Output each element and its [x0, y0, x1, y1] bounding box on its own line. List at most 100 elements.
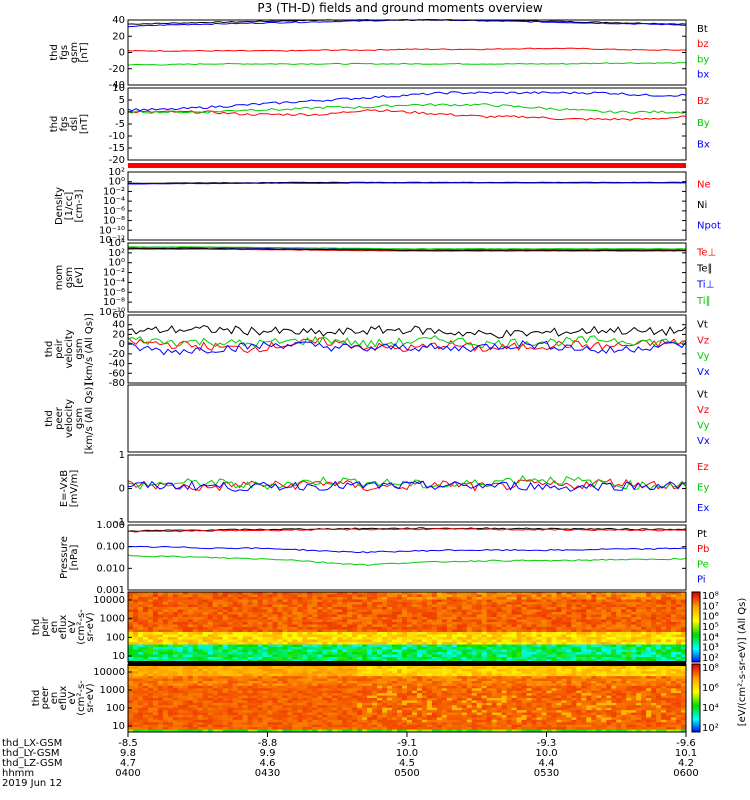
spectrogram-cell [257, 690, 263, 694]
spectrogram-cell [172, 695, 179, 699]
spectrogram-cell [152, 702, 159, 706]
spectrogram-cell [197, 644, 204, 648]
spectrogram-cell [491, 639, 498, 643]
spectrogram-cell [182, 719, 189, 723]
spectrogram-cell [287, 629, 293, 633]
spectrogram-cell [152, 715, 159, 718]
spectrogram-cell [521, 619, 527, 623]
spectrogram-cell [621, 599, 627, 603]
spectrogram-cell [372, 683, 378, 687]
spectrogram-cell [621, 592, 627, 595]
spectrogram-cell [397, 668, 403, 672]
spectrogram-cell [397, 652, 403, 655]
spectrogram-cell [352, 629, 358, 633]
spectrogram-cell [317, 671, 323, 675]
spectrogram-cell [167, 683, 174, 687]
spectrogram-cell [616, 619, 622, 623]
spectrogram-cell [431, 632, 438, 635]
spectrogram-cell [227, 634, 234, 638]
spectrogram-cell [571, 617, 577, 620]
spectrogram-cell [217, 715, 224, 718]
spectrogram-cell [197, 599, 204, 603]
spectrogram-cell [441, 612, 448, 615]
spectrogram-cell [347, 724, 353, 728]
spectrogram-cell [516, 637, 522, 640]
spectrogram-cell [177, 695, 184, 699]
spectrogram-cell [322, 607, 328, 610]
spectrogram-cell [207, 647, 214, 650]
spectrogram-cell [397, 722, 403, 726]
spectrogram-cell [671, 654, 677, 658]
spectrogram-cell [252, 678, 258, 682]
spectrogram-cell [292, 688, 298, 692]
spectrogram-cell [207, 719, 214, 723]
spectrogram-cell [217, 642, 224, 645]
spectrogram-cell [421, 614, 428, 618]
spectrogram-cell [426, 644, 433, 648]
spectrogram-cell [636, 629, 642, 633]
spectrogram-cell [347, 695, 353, 699]
spectrogram-cell [187, 724, 194, 728]
spectrogram-cell [312, 604, 318, 608]
spectrogram-cell [182, 602, 189, 605]
spectrogram-cell [342, 609, 348, 613]
spectrogram-cell [397, 617, 403, 620]
spectrogram-cell [147, 717, 154, 721]
y-tick-label: 10⁻¹⁰ [99, 307, 125, 318]
colorbar-swatch [692, 655, 700, 658]
spectrogram-cell [471, 597, 478, 600]
spectrogram-cell [531, 624, 537, 628]
spectrogram-cell [277, 652, 283, 655]
spectrogram-cell [377, 649, 383, 653]
spectrogram-cell [172, 671, 179, 675]
spectrogram-cell [411, 654, 418, 658]
spectrogram-cell [327, 700, 333, 704]
spectrogram-cell [197, 727, 204, 730]
spectrogram-cell [392, 629, 398, 633]
spectrogram-cell [177, 702, 184, 706]
spectrogram-cell [511, 637, 517, 640]
spectrogram-cell [397, 659, 403, 663]
spectrogram-cell [182, 604, 189, 608]
spectrogram-cell [277, 632, 283, 635]
spectrogram-cell [157, 629, 164, 633]
spectrogram-cell [287, 719, 293, 723]
spectrogram-cell [506, 642, 513, 645]
spectrogram-cell [387, 652, 393, 655]
spectrogram-cell [556, 637, 562, 640]
panel-frame [127, 454, 687, 523]
spectrogram-cell [576, 627, 582, 630]
spectrogram-cell [506, 612, 513, 615]
spectrogram-cell [456, 652, 463, 655]
spectrogram-cell [466, 592, 473, 595]
spectrogram-cell [242, 671, 248, 675]
spectrogram-cell [302, 673, 308, 677]
spectrogram-cell [327, 678, 333, 682]
spectrogram-cell [416, 639, 423, 643]
spectrogram-cell [516, 612, 522, 615]
spectrogram-cell [307, 695, 313, 699]
spectrogram-cell [207, 602, 214, 605]
spectrogram-cell [282, 604, 288, 608]
spectrogram-cell [581, 612, 587, 615]
spectrogram-cell [521, 597, 527, 600]
spectrogram-cell [596, 644, 602, 648]
spectrogram-cell [227, 705, 234, 709]
spectrogram-cell [387, 654, 393, 658]
spectrogram-cell [656, 617, 662, 620]
spectrogram-cell [661, 637, 667, 640]
spectrogram-cell [167, 705, 174, 709]
spectrogram-cell [252, 719, 258, 723]
spectrogram-cell [217, 681, 224, 684]
spectrogram-cell [167, 619, 174, 623]
spectrogram-cell [227, 681, 234, 684]
spectrogram-cell [162, 652, 169, 655]
spectrogram-cell [282, 637, 288, 640]
spectrogram-cell [586, 622, 592, 625]
spectrogram-cell [217, 700, 224, 704]
spectrogram-cell [421, 632, 428, 635]
spectrogram-cell [397, 729, 403, 733]
spectrogram-cell [367, 666, 373, 670]
spectrogram-cell [561, 599, 567, 603]
spectrogram-cell [292, 619, 298, 623]
